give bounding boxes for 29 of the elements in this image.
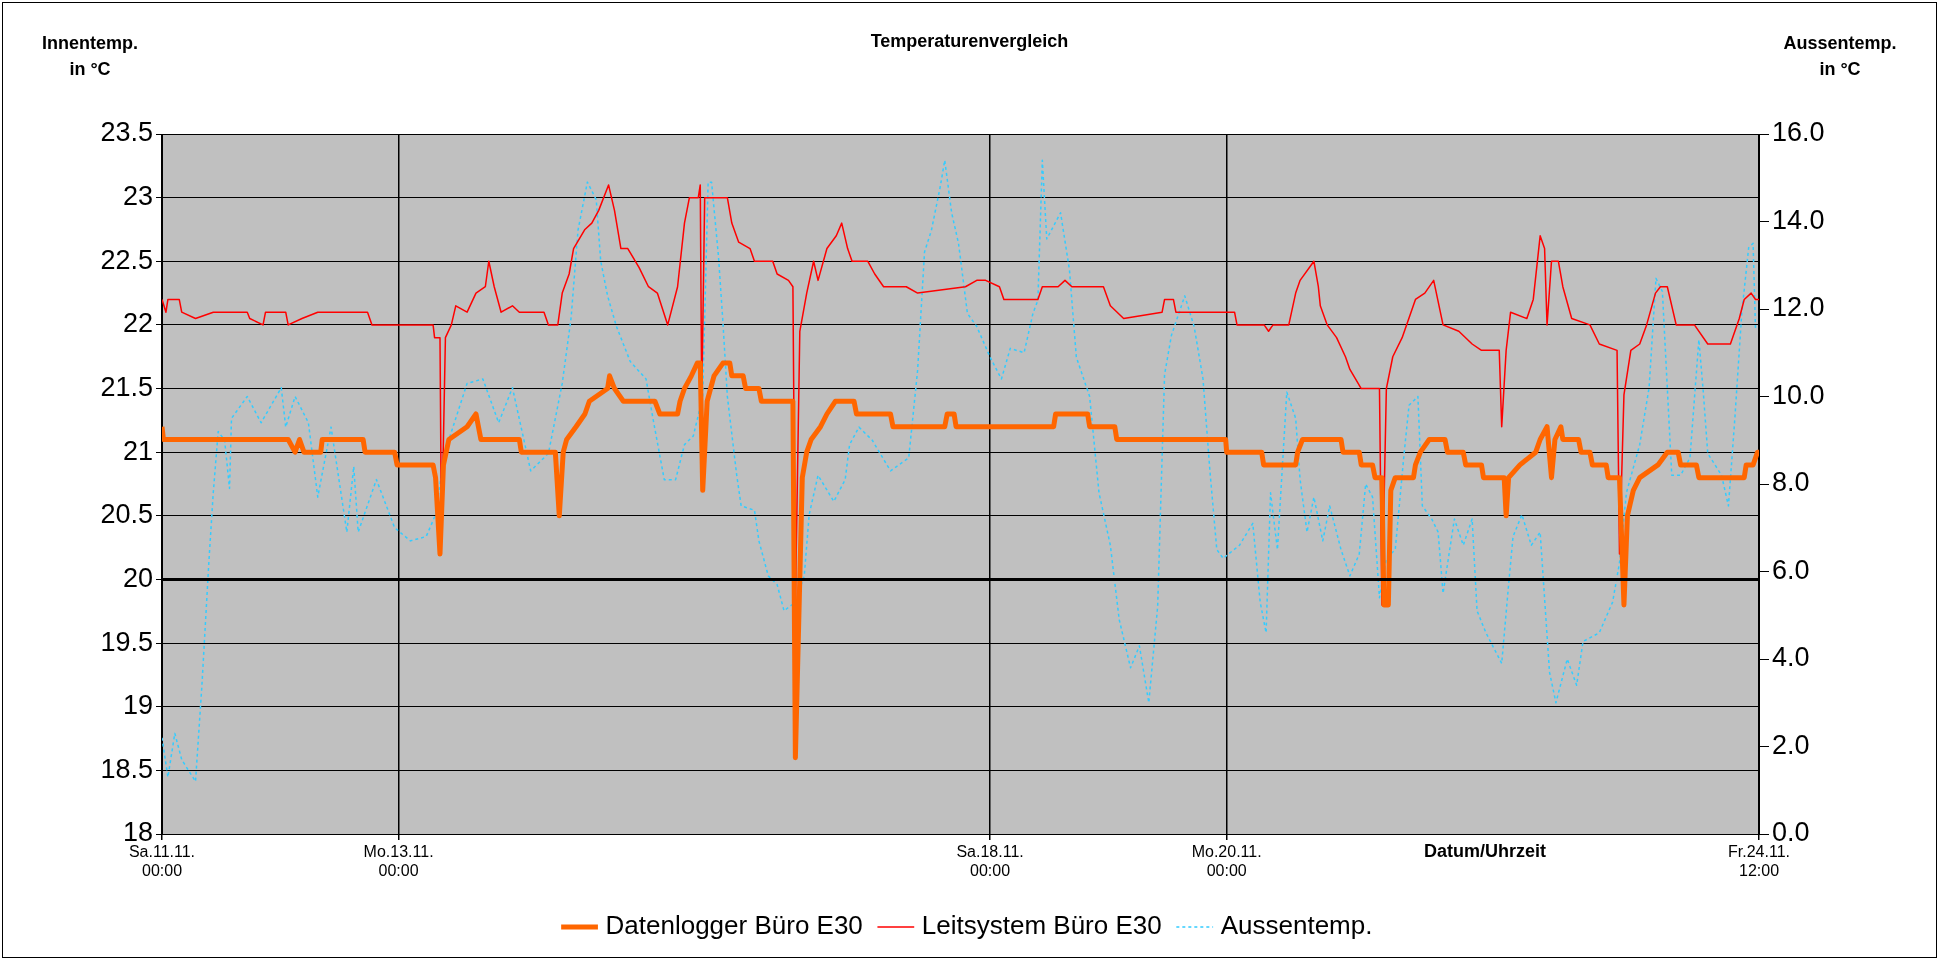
y-axis-title: Innentemp. in °C — [41, 32, 139, 81]
y2-tick-label: 14.0 — [1772, 204, 1825, 235]
y-tick-label: 22.5 — [100, 244, 153, 275]
x-tick-label: Sa.18.11. 00:00 — [956, 843, 1024, 880]
y-tick-label: 21.5 — [100, 372, 153, 402]
legend-label: Aussentemp. — [1220, 910, 1373, 941]
y-tick-label: 20 — [122, 562, 153, 593]
legend-label: Leitsystem Büro E30 — [921, 910, 1162, 941]
y-tick-label: 22 — [122, 308, 153, 339]
y2-tick-label: 2.0 — [1772, 729, 1810, 760]
x-axis-title: Datum/Uhrzeit — [1423, 840, 1547, 863]
y-tick-label: 20.5 — [100, 499, 153, 530]
y2-axis-title: Aussentemp. in °C — [1783, 32, 1897, 81]
y-tick-label: 19.5 — [100, 626, 153, 657]
y-tick-label: 21 — [122, 435, 153, 466]
y-tick-label: 18.5 — [100, 753, 153, 784]
legend-label: Datenlogger Büro E30 — [605, 910, 863, 941]
y2-tick-label: 4.0 — [1772, 642, 1810, 673]
chart-title: Temperaturenvergleich — [870, 31, 1069, 51]
x-tick-label: Mo.20.11. 00:00 — [1191, 843, 1262, 880]
y2-tick-label: 12.0 — [1772, 292, 1825, 323]
y-tick-label: 23 — [122, 181, 153, 212]
y-tick-label: 19 — [122, 690, 153, 721]
y2-tick-label: 8.0 — [1772, 467, 1810, 498]
y-tick-label: 23.5 — [100, 117, 153, 148]
y2-tick-label: 16.0 — [1772, 117, 1825, 148]
x-tick-label: Mo.13.11. 00:00 — [363, 843, 434, 880]
y2-tick-label: 6.0 — [1772, 554, 1810, 585]
y2-tick-label: 10.0 — [1772, 379, 1825, 410]
